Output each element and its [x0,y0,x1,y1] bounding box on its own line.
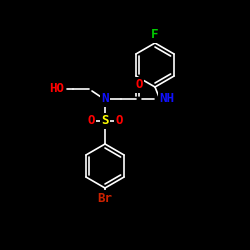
Text: HO: HO [50,82,64,96]
Text: O: O [87,114,95,128]
Text: NH: NH [160,92,174,106]
Text: S: S [101,114,109,128]
Text: Br: Br [98,192,112,204]
Text: O: O [115,114,123,128]
Text: N: N [101,92,109,106]
Text: F: F [151,28,159,42]
Text: O: O [135,78,143,92]
